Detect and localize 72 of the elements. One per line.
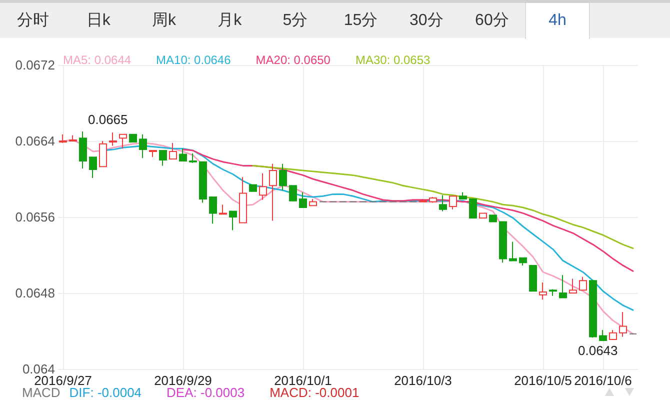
- candlestick: [439, 194, 447, 212]
- candlestick: [449, 196, 457, 210]
- candlestick: [529, 264, 537, 292]
- candlestick: [209, 196, 217, 224]
- y-tick-label: 0.0664: [15, 134, 55, 148]
- candlestick: [429, 196, 437, 204]
- candlestick: [79, 131, 87, 170]
- line-series: [182, 148, 634, 272]
- candlestick: [229, 210, 237, 231]
- candlestick: [509, 241, 517, 262]
- text: MA20: 0.0650: [256, 53, 331, 67]
- candlestick: [149, 150, 157, 158]
- candlestick: [419, 198, 427, 202]
- candlestick: [489, 214, 497, 222]
- candlestick: [199, 161, 207, 204]
- text: 周k: [152, 11, 176, 31]
- candlestick: [549, 288, 557, 296]
- candlestick: [569, 278, 577, 294]
- candlestick: [119, 134, 127, 150]
- candlestick: [459, 192, 467, 200]
- candlestick: [469, 198, 477, 218]
- y-tick-label: 0.0656: [15, 210, 55, 224]
- candlestick: [109, 132, 117, 146]
- y-tick-label: 0.0672: [15, 58, 55, 72]
- x-tick-label: 2016/10/6: [574, 373, 632, 388]
- candlestick: [269, 163, 277, 222]
- text: MA5: 0.0644: [63, 53, 132, 67]
- candlestick: [139, 134, 147, 159]
- line-series: [62, 139, 634, 335]
- candlestick: [619, 312, 627, 338]
- text: 月k: [218, 11, 242, 31]
- candlestick: [279, 163, 287, 191]
- candlestick: [559, 274, 567, 298]
- candlestick: [89, 156, 97, 179]
- line-series: [252, 164, 634, 250]
- candlestick: [159, 150, 167, 166]
- candlestick: [179, 148, 187, 162]
- annotation: 0.0643: [578, 342, 618, 358]
- candlestick: [479, 212, 487, 218]
- candlestick: [219, 204, 227, 215]
- candlestick: [299, 192, 307, 208]
- candlestick: [499, 221, 507, 264]
- candlestick: [599, 330, 607, 341]
- candlestick: [259, 172, 267, 200]
- text: 5分: [282, 11, 308, 31]
- candlestick: [609, 330, 617, 340]
- candlestick: [539, 282, 547, 300]
- text: 日k: [86, 11, 110, 31]
- candlestick: [59, 134, 67, 144]
- candlestick: [519, 257, 527, 266]
- y-tick-label: 0.0648: [15, 286, 55, 300]
- candlestick: [589, 280, 597, 338]
- text: 4h: [548, 12, 566, 30]
- candlestick: [169, 142, 177, 160]
- x-tick-label: 2016/10/5: [514, 373, 572, 388]
- candlestick: [309, 198, 317, 206]
- candlestick: [99, 140, 107, 168]
- candlestick: [579, 276, 587, 291]
- candlestick: [189, 152, 197, 164]
- candlestick: [289, 185, 297, 202]
- text: 30分: [409, 11, 444, 31]
- text: 60分: [475, 11, 509, 31]
- candlestick: [129, 134, 137, 142]
- text: MA10: 0.0646: [156, 53, 232, 67]
- text: 15分: [344, 11, 378, 31]
- candlestick: [239, 176, 247, 224]
- text: 分时: [16, 10, 49, 31]
- candlestick: [69, 134, 77, 142]
- text: MA30: 0.0653: [355, 53, 431, 67]
- x-tick-label: 2016/10/3: [394, 373, 452, 388]
- annotation: 0.0665: [88, 112, 128, 126]
- candlestick: [249, 184, 257, 192]
